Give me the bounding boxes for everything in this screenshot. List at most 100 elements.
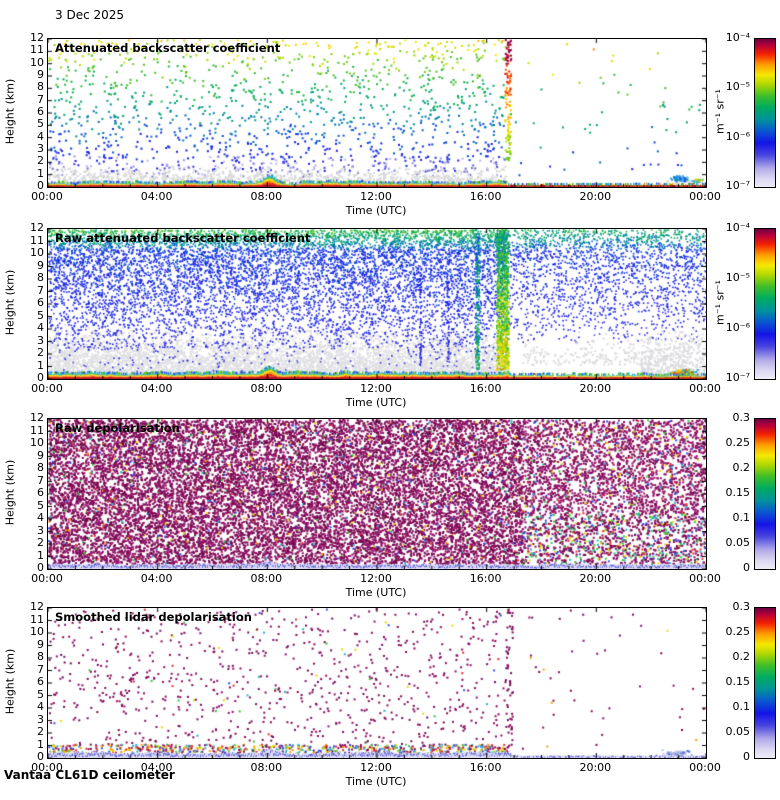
y-tick-label: 11 <box>30 233 44 247</box>
x-tick-label: 20:00 <box>579 761 612 774</box>
plot-area <box>47 228 707 380</box>
colorbar-tick-label: 10⁻⁵ <box>725 80 750 94</box>
y-tick-label: 0 <box>37 561 44 574</box>
y-tick-label: 5 <box>37 687 44 701</box>
y-tick-label: 7 <box>37 473 44 487</box>
colorbar-tick-label: 10⁻⁴ <box>725 221 750 234</box>
colorbar-tick-label: 10⁻⁷ <box>725 179 750 192</box>
colorbar-tick-label: 0.25 <box>725 625 751 638</box>
x-tick-label: 00:00 <box>689 382 721 395</box>
x-tick-label: 12:00 <box>360 190 392 203</box>
x-tick-label: 12:00 <box>360 382 392 395</box>
y-tick-label: 8 <box>37 461 44 474</box>
colorbar-tick-label: 10⁻⁵ <box>725 270 750 284</box>
panel-title: Raw depolarisation <box>55 421 180 435</box>
x-tick-label: 00:00 <box>689 761 721 774</box>
y-tick-label: 6 <box>37 105 44 118</box>
plot-area <box>47 607 707 759</box>
y-tick-label: 3 <box>37 142 44 155</box>
y-tick-label: 8 <box>37 271 44 284</box>
y-tick-label: 2 <box>37 536 44 549</box>
y-axis-label: Height (km) <box>3 269 17 336</box>
y-tick-label: 9 <box>37 68 44 81</box>
colorbar <box>754 607 776 759</box>
y-tick-label: 7 <box>37 92 44 106</box>
y-tick-label: 9 <box>37 637 44 651</box>
x-tick-label: 16:00 <box>469 572 502 585</box>
y-tick-label: 10 <box>30 436 44 449</box>
y-tick-label: 12 <box>30 600 44 613</box>
colorbar-canvas <box>755 608 775 758</box>
colorbar-tick-label: 10⁻⁶ <box>725 321 750 334</box>
panel-title: Raw attenuated backscatter coefficient <box>55 231 311 245</box>
date-label: 3 Dec 2025 <box>55 8 125 22</box>
colorbar-tick-label: 0.3 <box>732 411 751 424</box>
x-tick-label: 16:00 <box>469 190 502 203</box>
colorbar-tick-label: 0 <box>743 561 750 574</box>
x-tick-label: 00:00 <box>31 382 63 395</box>
panel-title: Attenuated backscatter coefficient <box>55 41 281 55</box>
y-tick-label: 12 <box>30 221 44 234</box>
x-tick-label: 08:00 <box>250 572 283 585</box>
colorbar-canvas <box>755 39 775 187</box>
y-axis-label: Height (km) <box>3 648 17 715</box>
y-tick-label: 3 <box>37 523 44 537</box>
x-tick-label: 00:00 <box>689 572 721 585</box>
y-tick-label: 1 <box>37 737 44 751</box>
x-tick-label: 08:00 <box>250 190 283 203</box>
y-tick-label: 6 <box>37 486 44 499</box>
y-tick-label: 11 <box>30 612 44 626</box>
y-tick-label: 10 <box>30 625 44 638</box>
x-tick-label: 00:00 <box>31 190 63 203</box>
colorbar <box>754 38 776 188</box>
colorbar-tick-label: 0.15 <box>725 675 751 688</box>
x-tick-label: 04:00 <box>140 572 173 585</box>
y-tick-label: 0 <box>37 179 44 192</box>
colorbar-tick-label: 0.2 <box>732 649 751 663</box>
y-tick-label: 4 <box>37 321 44 334</box>
colorbar-canvas <box>755 229 775 379</box>
x-tick-label: 08:00 <box>250 761 283 774</box>
y-tick-label: 4 <box>37 700 44 713</box>
x-tick-label: 16:00 <box>469 761 502 774</box>
y-tick-label: 12 <box>30 411 44 424</box>
y-tick-label: 9 <box>37 448 44 462</box>
colorbar-unit-label: m⁻¹ sr⁻¹ <box>713 280 727 325</box>
colorbar-tick-label: 0.1 <box>732 511 751 524</box>
panel-title: Smoothed lidar depolarisation <box>55 610 252 624</box>
colorbar-tick-label: 0.25 <box>725 436 751 449</box>
colorbar <box>754 418 776 570</box>
y-tick-label: 2 <box>37 154 44 168</box>
y-tick-label: 3 <box>37 712 44 726</box>
y-tick-label: 5 <box>37 308 44 322</box>
y-tick-label: 10 <box>30 246 44 259</box>
x-axis-label: Time (UTC) <box>345 775 407 788</box>
y-tick-label: 1 <box>37 358 44 372</box>
x-tick-label: 04:00 <box>140 190 173 203</box>
y-tick-label: 11 <box>30 43 44 57</box>
colorbar-tick-label: 0.1 <box>732 700 751 713</box>
y-tick-label: 0 <box>37 750 44 763</box>
y-tick-label: 4 <box>37 511 44 524</box>
colorbar-tick-label: 10⁻⁶ <box>725 129 750 143</box>
x-tick-label: 00:00 <box>689 190 721 203</box>
colorbar <box>754 228 776 380</box>
y-axis-label: Height (km) <box>3 459 17 526</box>
x-tick-label: 16:00 <box>469 382 502 395</box>
y-tick-label: 10 <box>30 55 44 69</box>
y-axis-label: Height (km) <box>3 78 17 145</box>
x-tick-label: 00:00 <box>31 572 63 585</box>
y-tick-label: 1 <box>37 548 44 562</box>
instrument-label: Vantaa CL61D ceilometer <box>4 768 175 782</box>
colorbar-canvas <box>755 419 775 569</box>
panel-canvas <box>48 608 706 758</box>
colorbar-unit-label: m⁻¹ sr⁻¹ <box>713 89 727 134</box>
x-tick-label: 12:00 <box>360 761 392 774</box>
x-axis-label: Time (UTC) <box>345 396 407 409</box>
x-axis-label: Time (UTC) <box>345 586 407 599</box>
x-tick-label: 04:00 <box>140 761 173 774</box>
x-tick-label: 04:00 <box>140 382 173 395</box>
y-tick-label: 6 <box>37 675 44 688</box>
y-tick-label: 5 <box>37 498 44 512</box>
